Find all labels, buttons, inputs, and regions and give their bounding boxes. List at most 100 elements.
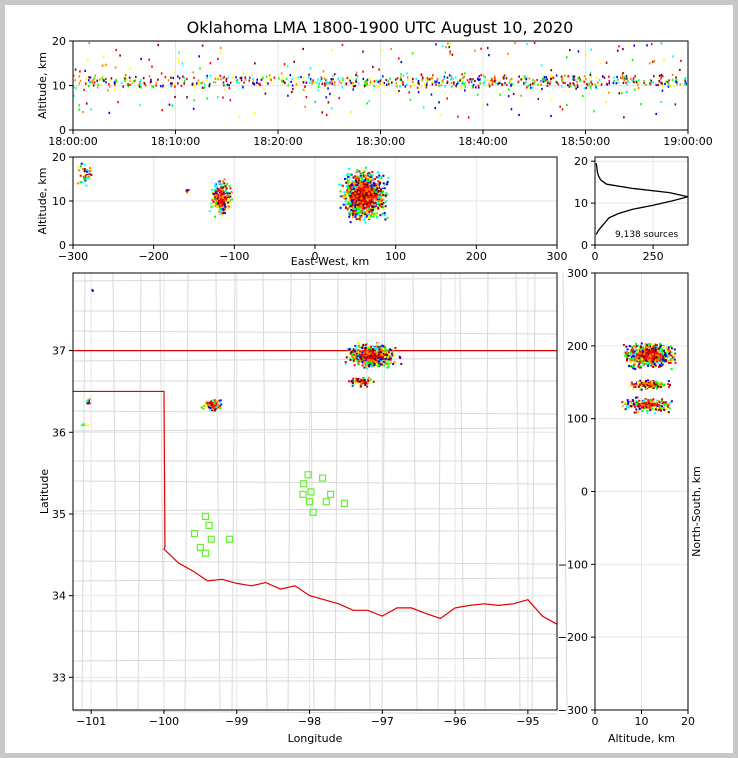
ew-source [365,215,368,218]
plan-source [392,352,395,355]
plan-source [344,362,347,365]
time-height-source [594,83,597,86]
ew-source [359,190,362,193]
time-height-source [660,76,662,79]
ns-source [665,358,668,361]
county-line [72,630,558,635]
time-height-source [426,77,429,80]
ew-source [379,206,382,209]
ns-source [667,360,670,363]
time-height-source [178,60,180,63]
ns-source [662,345,665,348]
ew-source [351,192,354,195]
ew-source [223,204,226,207]
time-height-source [663,58,665,61]
time-height-source [295,83,298,86]
ns-source [637,405,640,408]
plan-source [210,403,213,406]
time-height-source [451,53,454,56]
county-line [309,272,315,711]
time-height-source [87,85,90,88]
ns-source [638,349,641,352]
plan-source [392,353,395,356]
time-height-source [150,78,152,81]
ew-source [90,173,93,176]
time-height-source [484,80,486,83]
plan-source [365,354,368,357]
time-height-source [441,80,444,83]
time-height-source [262,77,264,80]
time-height-source [671,73,674,77]
x-tick-label: −101 [76,715,106,728]
county-line [184,272,189,711]
time-height-source [302,81,305,84]
plan-source [345,356,348,359]
x-tick-label: 20 [681,715,695,728]
time-height-source [139,78,142,82]
ns-source [654,412,657,415]
time-height-source [597,81,599,84]
time-height-source [608,75,610,78]
plan-source [208,402,211,405]
time-height-source [148,58,151,61]
time-height-source [666,80,669,84]
ew-source [349,173,352,176]
plan-source [390,349,393,352]
ns-source [645,402,648,405]
ns-source [635,345,638,348]
plan-source [365,357,368,360]
county-line [72,427,558,432]
time-height-source [474,79,476,83]
time-height-source [217,96,219,99]
time-height-source [461,80,464,83]
ew-source [385,192,388,195]
time-height-source [568,85,571,88]
time-height-source [526,86,528,89]
ns-source [649,352,652,355]
ns-source [634,342,637,345]
county-line [159,272,165,711]
ew-source [214,190,217,193]
time-height-source [161,109,164,112]
time-height-source [378,79,381,82]
time-height-source [640,103,642,106]
time-height-source [297,76,300,79]
plan-source [210,402,213,405]
ew-source [358,170,361,173]
ew-source [368,190,371,193]
time-height-source [191,83,194,86]
ew-source [380,190,383,193]
plan-source [361,349,364,352]
ew-source [368,171,371,174]
ew-source [353,193,356,196]
plan-source [366,382,369,385]
ns-source [652,365,655,368]
plan-source [351,353,354,356]
ns-source [654,348,657,351]
time-height-source [333,83,336,86]
plan-source [382,356,385,359]
ew-source [339,195,342,198]
county-line [72,277,558,282]
ew-source [361,191,364,194]
time-height-source [620,76,622,79]
plan-source [357,363,360,366]
ns-source [636,396,639,399]
plan-source [366,342,369,345]
altitude-histogram-line [595,163,689,235]
ew-source [214,205,217,208]
ew-source [382,202,385,205]
time-height-source [127,85,130,88]
plan-source [353,378,356,381]
time-height-source [680,59,682,62]
ew-source [365,184,368,187]
ns-source [638,408,641,411]
y-tick-label: 200 [567,340,588,353]
time-height-source [633,44,636,47]
time-height-source [329,81,331,84]
ew-source [341,184,344,187]
time-height-source [290,90,293,94]
ew-source [374,201,377,204]
station-marker [319,474,327,482]
ns-source [653,405,656,408]
